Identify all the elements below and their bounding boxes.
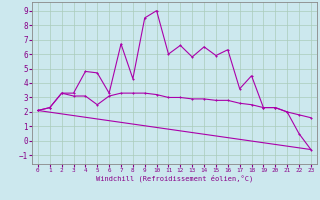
X-axis label: Windchill (Refroidissement éolien,°C): Windchill (Refroidissement éolien,°C): [96, 175, 253, 182]
